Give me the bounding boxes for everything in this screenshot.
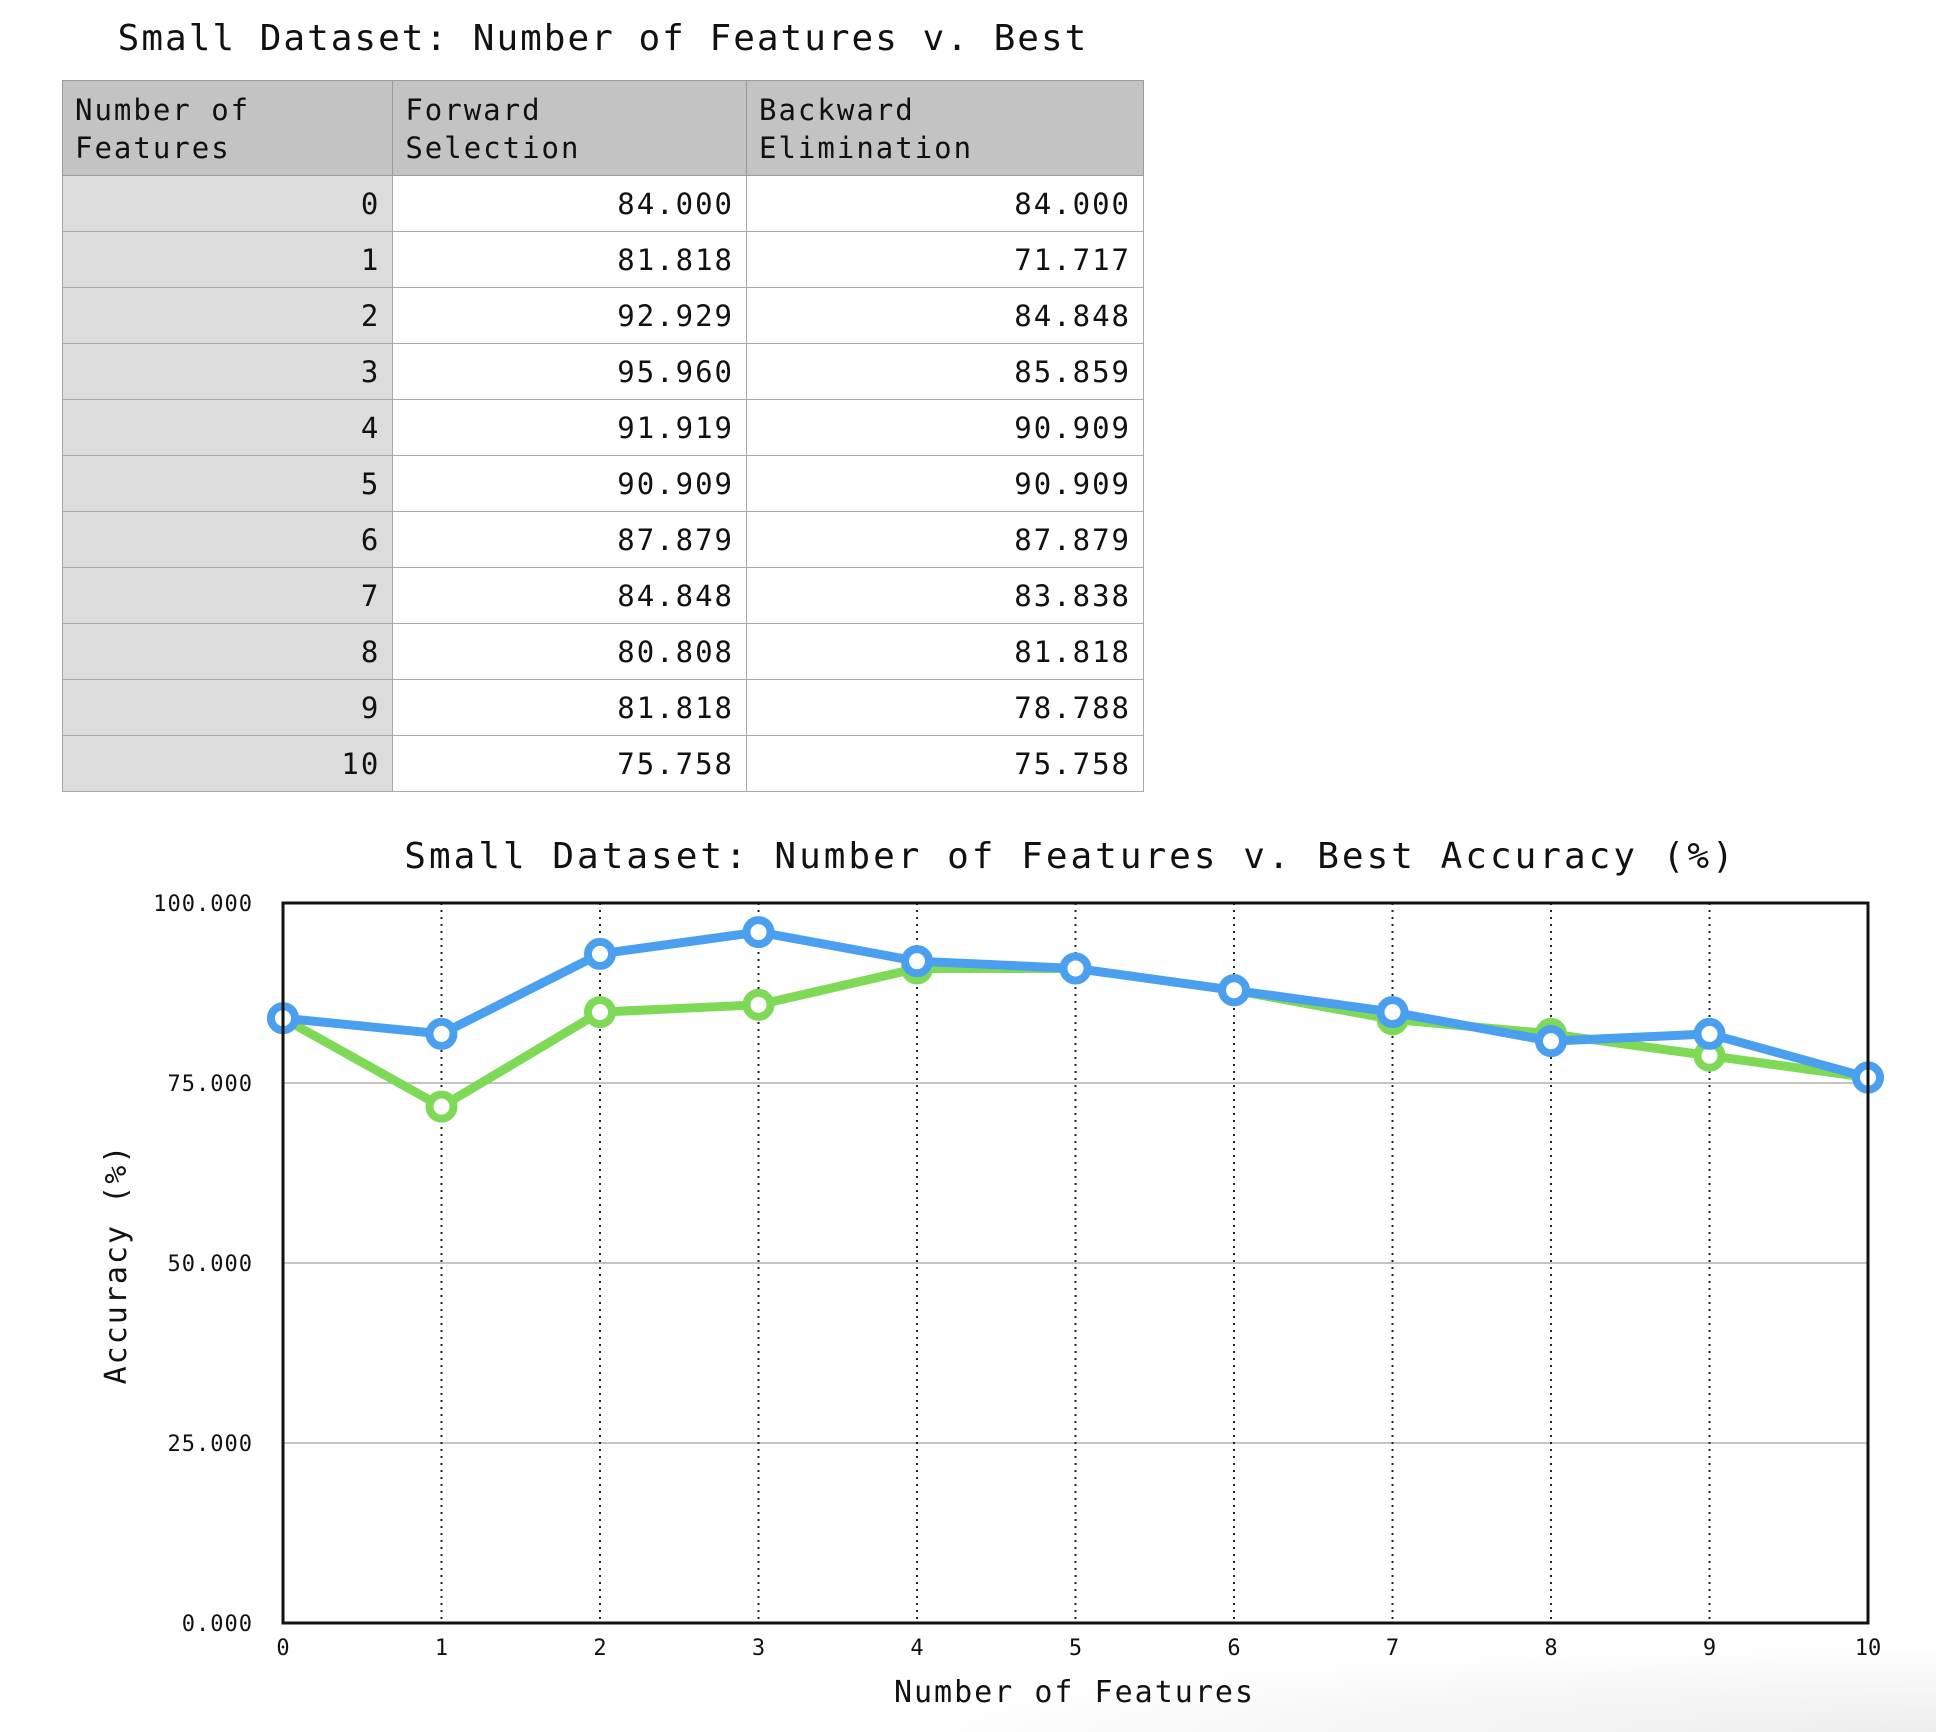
y-tick-label: 0.000	[182, 1612, 253, 1637]
y-tick-label: 75.000	[168, 1072, 253, 1097]
x-tick-label: 9	[1703, 1636, 1716, 1661]
series-2-point	[1218, 974, 1250, 1007]
accuracy-line-chart: Small Dataset: Number of Features v. Bes…	[99, 836, 1884, 1710]
table-row: 9 81.818 78.788	[61, 679, 1144, 736]
header-backward-elimination: Backward Elimination	[746, 80, 1144, 176]
cell-forward-selection: 84.848	[392, 567, 748, 624]
x-tick-label: 10	[1855, 1636, 1882, 1661]
cell-forward-selection: 75.758	[392, 735, 748, 792]
y-axis-label: Accuracy (%)	[99, 1144, 134, 1385]
x-tick-label: 3	[752, 1636, 765, 1661]
x-tick-label: 4	[910, 1636, 923, 1661]
cell-forward-selection: 90.909	[392, 455, 748, 512]
series-1-point	[584, 996, 616, 1029]
header-number-of-features: Number of Features	[61, 80, 394, 176]
x-tick-label: 8	[1544, 1636, 1557, 1661]
y-tick-label: 50.000	[168, 1252, 253, 1277]
table-row: 2 92.929 84.848	[61, 287, 1144, 344]
cell-forward-selection: 84.000	[392, 175, 748, 232]
cell-backward-elimination: 81.818	[746, 623, 1144, 680]
series-2-point	[584, 937, 616, 970]
header-forward-selection: Forward Selection	[392, 80, 748, 176]
table-row: 6 87.879 87.879	[61, 511, 1144, 568]
cell-forward-selection: 81.818	[392, 679, 748, 736]
table-body: 0 84.000 84.000 1 81.818 71.717 2 92.929 84.848 3…	[61, 175, 1144, 792]
cell-forward-selection: 91.919	[392, 399, 748, 456]
table-header-row: Number of Features Forward Selection Bac…	[61, 80, 1144, 176]
cell-backward-elimination: 90.909	[746, 399, 1144, 456]
series-2-point	[742, 916, 775, 949]
series-2-point	[1376, 996, 1409, 1029]
series-1-point	[742, 988, 775, 1021]
x-tick-label: 2	[593, 1636, 606, 1661]
series-2-point	[1535, 1025, 1567, 1058]
x-tick-label: 7	[1386, 1636, 1399, 1661]
cell-number-of-features: 2	[61, 287, 394, 344]
cell-backward-elimination: 83.838	[746, 567, 1144, 624]
cell-number-of-features: 4	[61, 399, 394, 456]
results-table: Number of Features Forward Selection Bac…	[61, 80, 1144, 792]
table-row: 3 95.960 85.859	[61, 343, 1144, 400]
cell-forward-selection: 80.808	[392, 623, 748, 680]
cell-number-of-features: 6	[61, 511, 394, 568]
cell-backward-elimination: 90.909	[746, 455, 1144, 512]
cell-number-of-features: 8	[61, 623, 394, 680]
x-axis-label: Number of Features	[894, 1675, 1255, 1710]
cell-number-of-features: 9	[61, 679, 394, 736]
y-tick-label: 100.000	[153, 892, 253, 917]
x-tick-label: 6	[1227, 1636, 1240, 1661]
series-2-point	[1693, 1017, 1726, 1050]
cell-backward-elimination: 84.848	[746, 287, 1144, 344]
chart-title: Small Dataset: Number of Features v. Bes…	[404, 836, 1736, 877]
cell-backward-elimination: 75.758	[746, 735, 1144, 792]
x-tick-label: 0	[276, 1636, 289, 1661]
cell-backward-elimination: 71.717	[746, 231, 1144, 288]
cell-backward-elimination: 87.879	[746, 511, 1144, 568]
table-row: 1 81.818 71.717	[61, 231, 1144, 288]
cell-backward-elimination: 78.788	[746, 679, 1144, 736]
cell-forward-selection: 81.818	[392, 231, 748, 288]
cell-forward-selection: 87.879	[392, 511, 748, 568]
cell-number-of-features: 10	[61, 735, 394, 792]
cell-forward-selection: 95.960	[392, 343, 748, 400]
y-tick-label: 25.000	[168, 1432, 253, 1457]
cell-number-of-features: 5	[61, 455, 394, 512]
table-row: 4 91.919 90.909	[61, 399, 1144, 456]
cell-backward-elimination: 85.859	[746, 343, 1144, 400]
cell-number-of-features: 1	[61, 231, 394, 288]
x-tick-label: 5	[1069, 1636, 1082, 1661]
series-1-point	[425, 1090, 458, 1123]
plot-frame	[281, 901, 1870, 1625]
table-row: 10 75.758 75.758	[61, 735, 1144, 792]
table-title: Small Dataset: Number of Features v. Bes…	[117, 18, 1089, 59]
table-row: 8 80.808 81.818	[61, 623, 1144, 680]
series-2-point	[1059, 952, 1092, 985]
table-row: 7 84.848 83.838	[61, 567, 1144, 624]
cell-number-of-features: 3	[61, 343, 394, 400]
cell-backward-elimination: 84.000	[746, 175, 1144, 232]
x-tick-label: 1	[435, 1636, 448, 1661]
table-row: 0 84.000 84.000	[61, 175, 1144, 232]
table-row: 5 90.909 90.909	[61, 455, 1144, 512]
cell-number-of-features: 7	[61, 567, 394, 624]
series-2-point	[425, 1017, 458, 1050]
cell-forward-selection: 92.929	[392, 287, 748, 344]
series-2-point	[901, 945, 933, 978]
cell-number-of-features: 0	[61, 175, 394, 232]
